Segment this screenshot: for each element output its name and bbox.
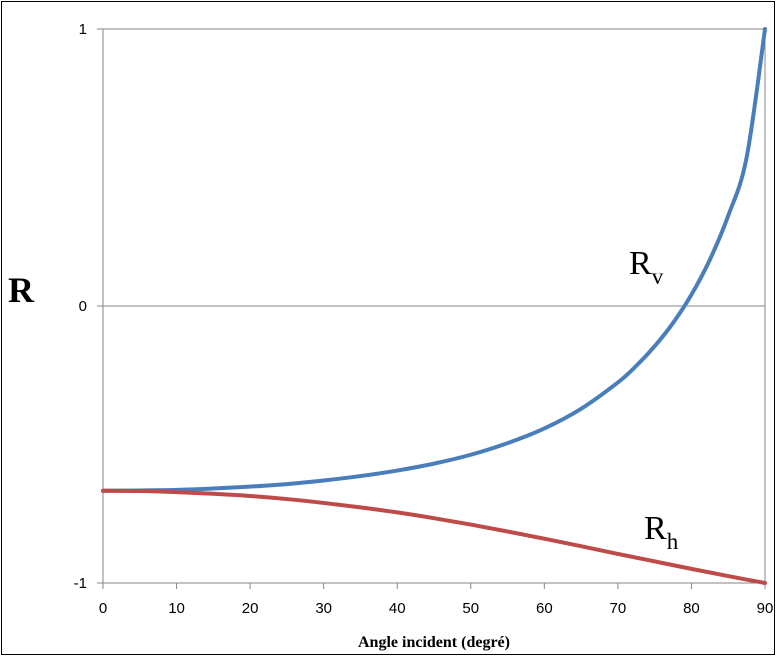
x-tick-label: 80	[683, 600, 700, 617]
series-label-rv: Rv	[629, 245, 664, 289]
y-axis-ticks: -1 0 1	[74, 21, 103, 592]
x-tick-label: 70	[610, 600, 627, 617]
x-tick-label: 10	[168, 600, 185, 617]
x-tick-label: 40	[389, 600, 406, 617]
x-tick-label: 90	[757, 600, 774, 617]
series-line-rh	[101, 488, 767, 585]
x-tick-label: 30	[315, 600, 332, 617]
series-label-rv-main: R	[629, 245, 652, 282]
series-label-rh-main: R	[644, 510, 667, 547]
x-tick-label: 0	[99, 600, 107, 617]
series-group	[101, 27, 767, 585]
x-tick-label: 60	[536, 600, 553, 617]
y-tick-label: 0	[79, 298, 87, 315]
series-label-rh-sub: h	[667, 529, 679, 554]
series-line-rv	[101, 27, 767, 493]
x-tick-label: 50	[462, 600, 479, 617]
x-tick-label: 20	[242, 600, 259, 617]
series-label-rh: Rh	[644, 510, 679, 554]
y-axis-title: R	[8, 270, 35, 310]
y-tick-label: -1	[74, 575, 87, 592]
y-tick-label: 1	[79, 21, 87, 38]
series-label-rv-sub: v	[652, 264, 664, 289]
x-axis-title: Angle incident (degré)	[358, 634, 510, 651]
x-axis-ticks: 0 10 20 30 40 50 60 70 80 90	[99, 583, 774, 617]
